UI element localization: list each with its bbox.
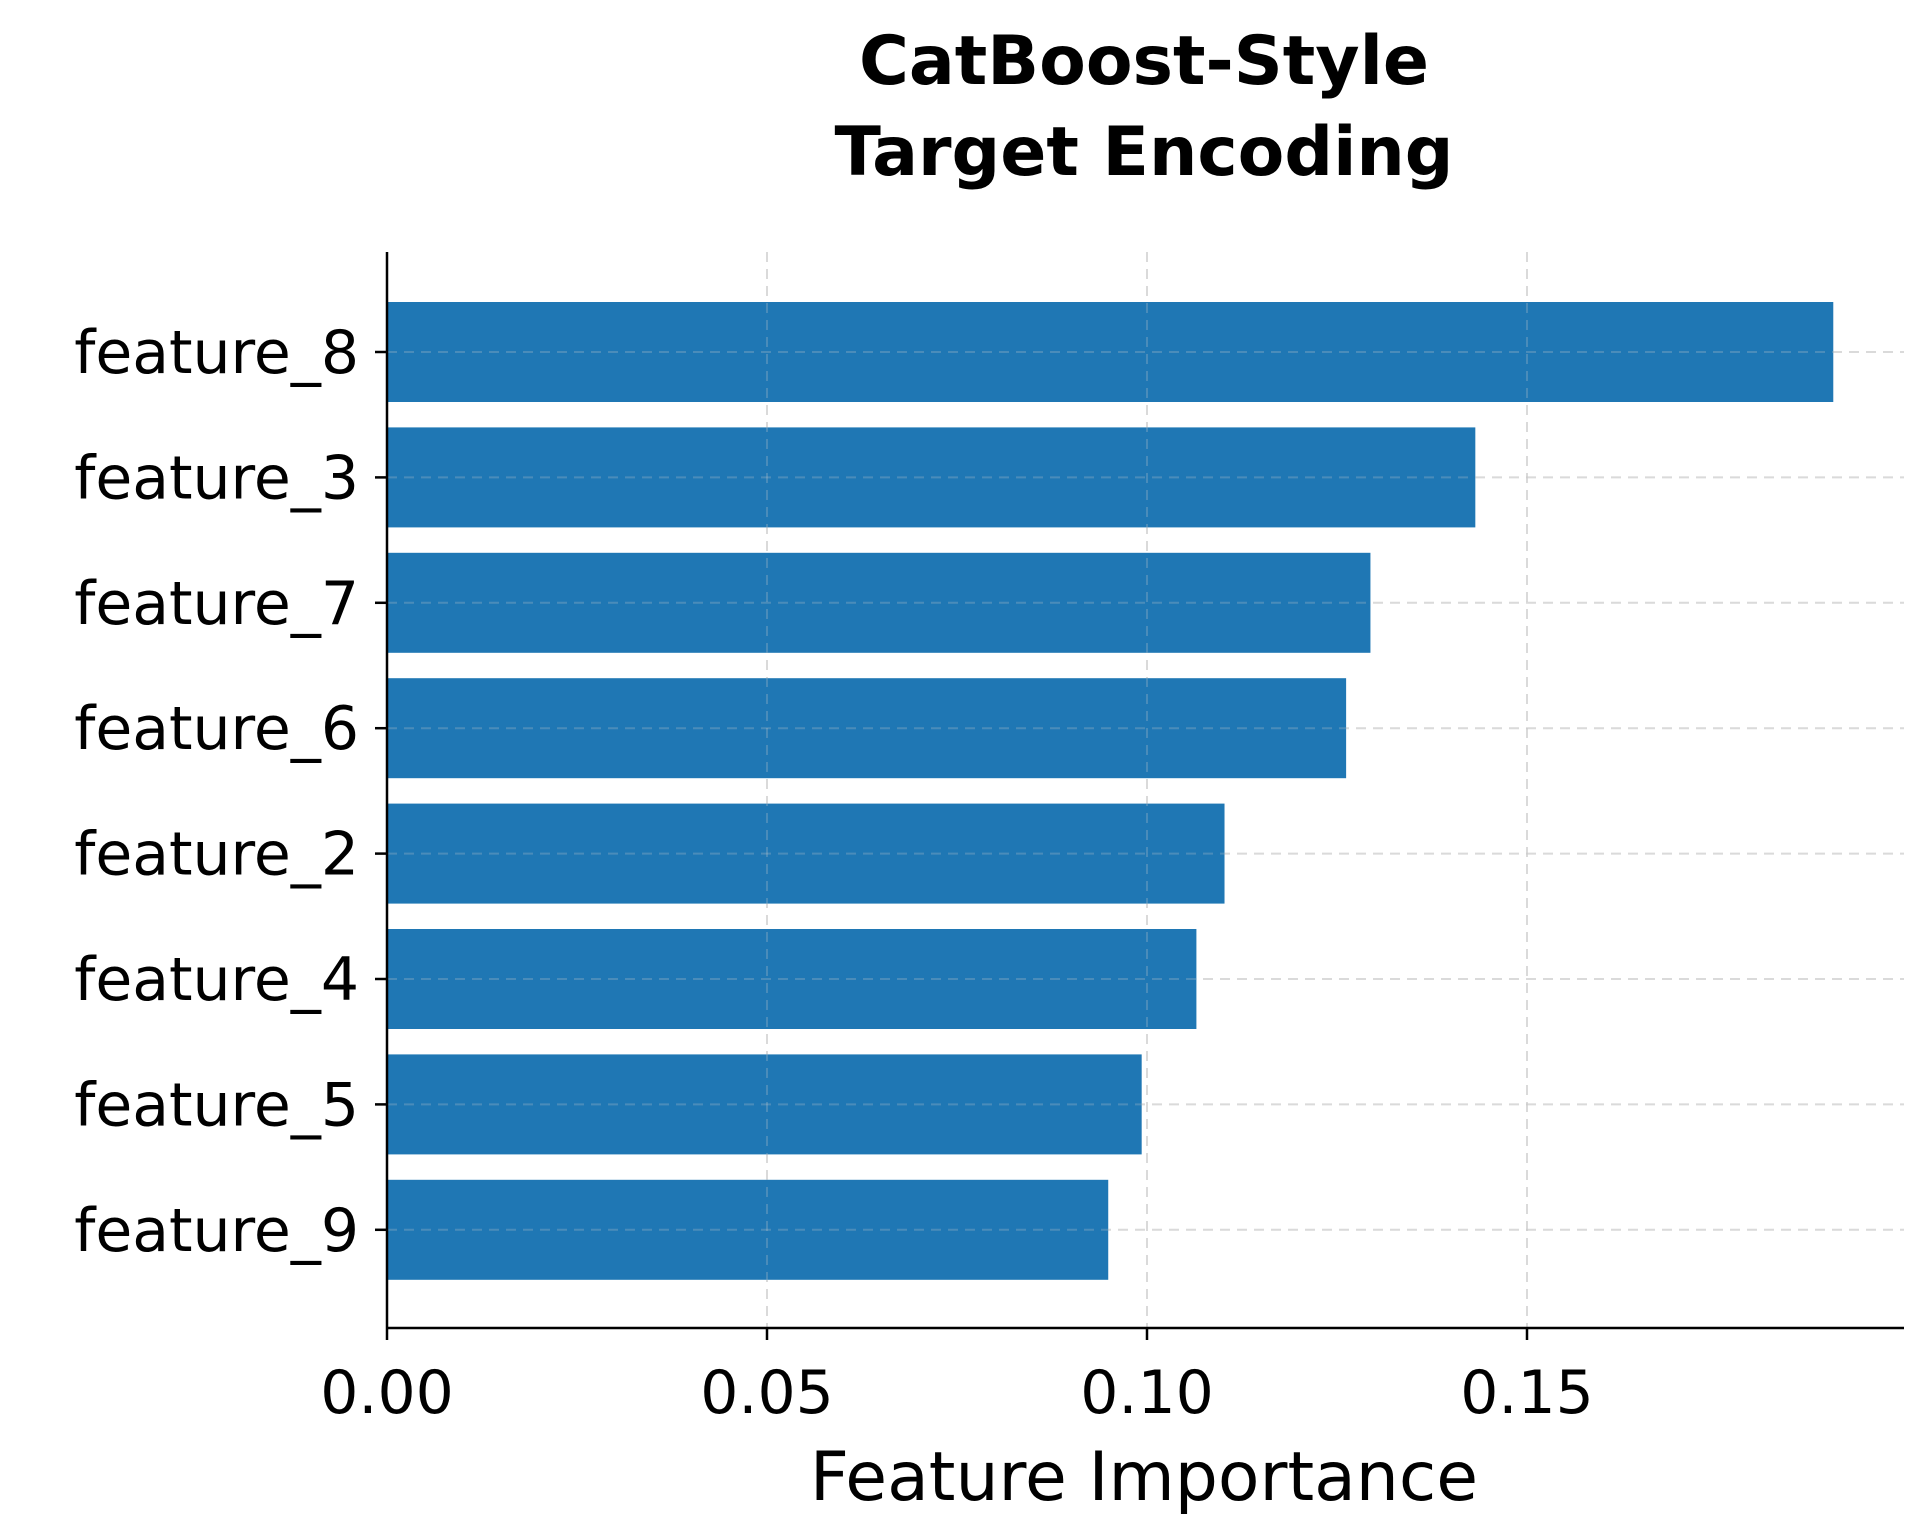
y-axis-ticks: feature_8 feature_3 feature_7 feature_6feat…	[74, 318, 387, 1266]
chart-title-line-2: Target Encoding	[835, 113, 1454, 192]
bar-feature_9	[387, 1179, 1109, 1280]
y-tick-label-feature_7: feature_7	[74, 569, 359, 639]
x-tick-label-2: 0.10	[1080, 1358, 1214, 1428]
axes	[385, 252, 1904, 1330]
y-tick-label-feature_4: feature_4	[74, 945, 359, 1015]
bar-feature_6	[387, 678, 1347, 779]
y-tick-label-feature_5: feature_5	[74, 1070, 359, 1140]
bars	[387, 302, 1834, 1280]
bar-feature_2	[387, 803, 1225, 904]
bar-feature_5	[387, 1054, 1142, 1155]
bar-feature_8	[387, 302, 1834, 402]
x-tick-label-1: 0.05	[700, 1358, 834, 1428]
grid-overlay	[387, 252, 1904, 1328]
y-tick-label-feature_3: feature_3	[74, 443, 359, 513]
y-tick-label-feature_2: feature_2	[74, 820, 359, 890]
y-tick-label-feature_6: feature_6	[74, 694, 359, 764]
y-tick-label-feature_8: feature_8	[74, 318, 359, 388]
chart-title-line-1: CatBoost-Style	[859, 22, 1429, 101]
bar-feature_3	[387, 427, 1476, 528]
y-tick-label-feature_9: feature_9	[74, 1196, 359, 1266]
x-tick-label-0: 0.00	[320, 1358, 454, 1428]
x-axis-ticks: 0.00 0.05 0.10 0.15	[320, 1328, 1594, 1428]
x-tick-label-3: 0.15	[1460, 1358, 1594, 1428]
bar-feature_4	[387, 929, 1197, 1029]
bar-feature_7	[387, 552, 1371, 653]
x-axis-label: Feature Importance	[810, 1438, 1478, 1517]
